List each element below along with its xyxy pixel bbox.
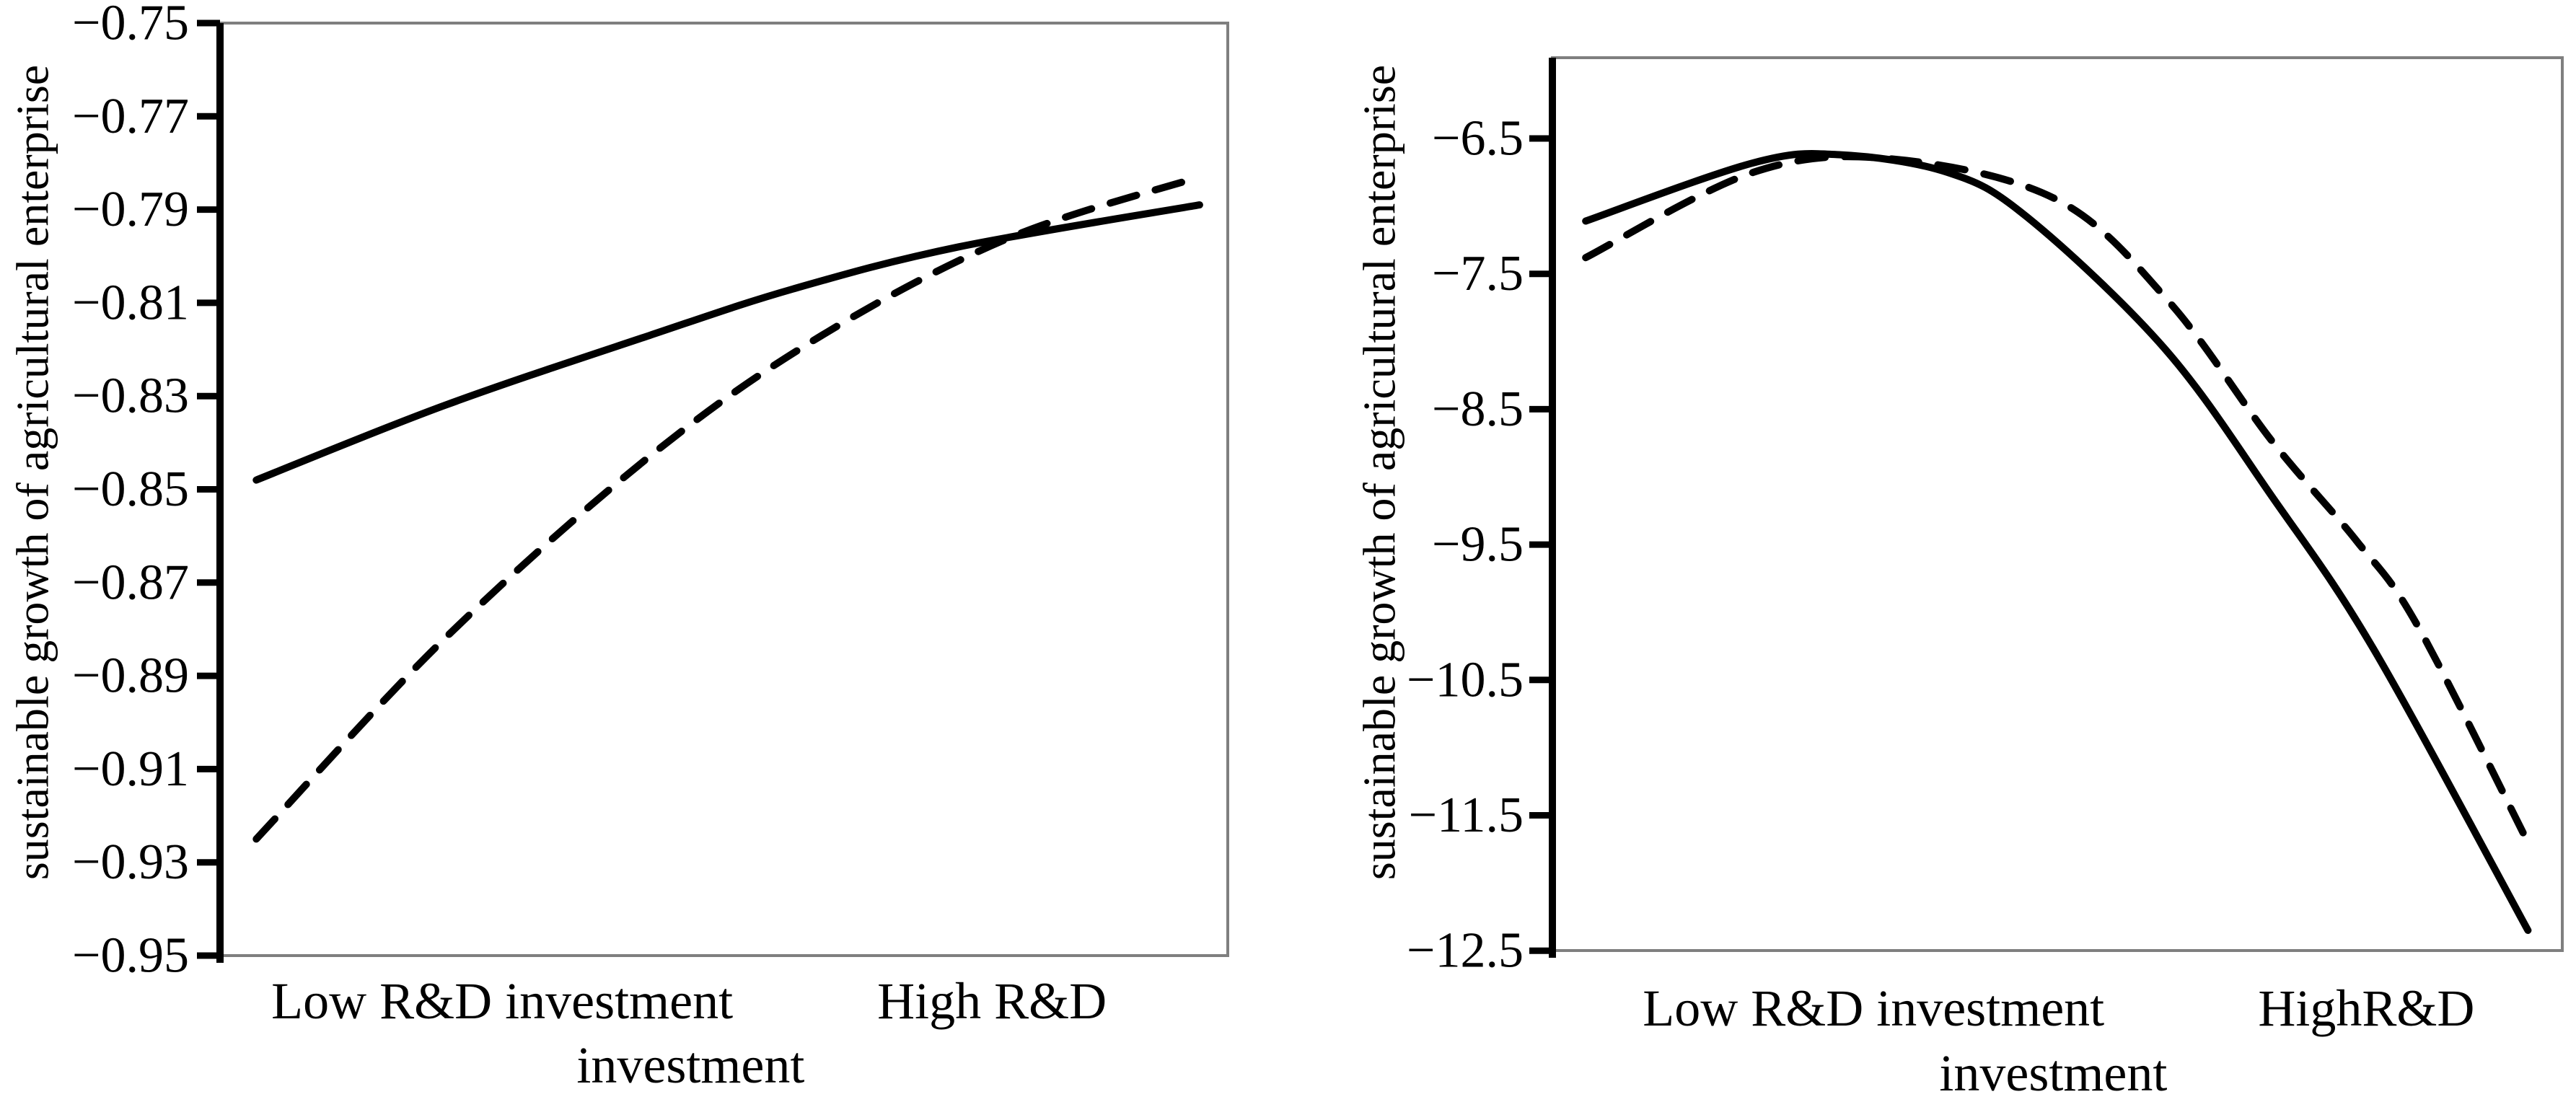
right-panel-solid-line xyxy=(1582,150,2532,934)
right-panel-y-tick-label: −10.5 xyxy=(1407,652,1524,708)
right-panel-x-label: Low R&D investment xyxy=(1643,979,2104,1037)
left-panel-y-tick-label: −0.91 xyxy=(72,741,189,797)
right-panel-y-tick-label: −7.5 xyxy=(1432,246,1524,301)
left-panel-dashed-line xyxy=(252,173,1203,843)
right-panel-y-tick-label: −6.5 xyxy=(1432,111,1524,167)
left-panel-y-tick-label: −0.89 xyxy=(72,648,189,704)
left-panel-group: −0.75 −0.77 −0.79 −0.81 −0.83 −0.85 −0.87 −0.89… xyxy=(7,0,1229,1094)
left-panel-y-tick-label: −0.83 xyxy=(72,369,189,424)
left-panel-x-label: High R&D xyxy=(877,972,1107,1030)
right-panel-y-axis-title: sustainable growth of agricultural enter… xyxy=(1354,65,1405,880)
right-panel-dashed-line xyxy=(1582,153,2532,846)
left-panel-y-tick-label: −0.93 xyxy=(72,834,189,890)
right-panel-x-label: HighR&D xyxy=(2258,979,2474,1037)
right-panel-x-label-wrap: investment xyxy=(1939,1044,2167,1102)
right-panel-y-tick-label: −8.5 xyxy=(1432,382,1524,437)
left-panel-y-tick-label: −0.81 xyxy=(72,275,189,330)
right-panel-y-tick-label: −11.5 xyxy=(1409,788,1524,843)
left-panel-y-tick-label: −0.77 xyxy=(72,89,189,144)
right-panel-group: −6.5 −7.5 −8.5 −9.5 −10.5 −11.5 −12.5sustainab… xyxy=(1354,56,2564,1102)
left-panel-y-tick-label: −0.87 xyxy=(72,555,189,610)
left-panel-solid-line xyxy=(252,201,1203,484)
left-panel-x-label: Low R&D investment xyxy=(271,972,733,1030)
right-panel-y-tick-label: −12.5 xyxy=(1407,923,1524,979)
right-panel-y-tick-label: −9.5 xyxy=(1432,517,1524,573)
left-panel-y-tick-label: −0.85 xyxy=(72,462,189,517)
left-panel-plot-frame xyxy=(219,22,1229,957)
left-panel-x-label-wrap: investment xyxy=(576,1036,804,1094)
left-panel-y-tick-label: −0.79 xyxy=(72,182,189,237)
left-panel-y-axis-title: sustainable growth of agricultural enter… xyxy=(7,65,58,880)
right-panel-plot-frame xyxy=(1551,56,2564,952)
left-panel-y-tick-label: −0.75 xyxy=(72,0,189,51)
left-panel-y-tick-label: −0.95 xyxy=(72,928,189,984)
